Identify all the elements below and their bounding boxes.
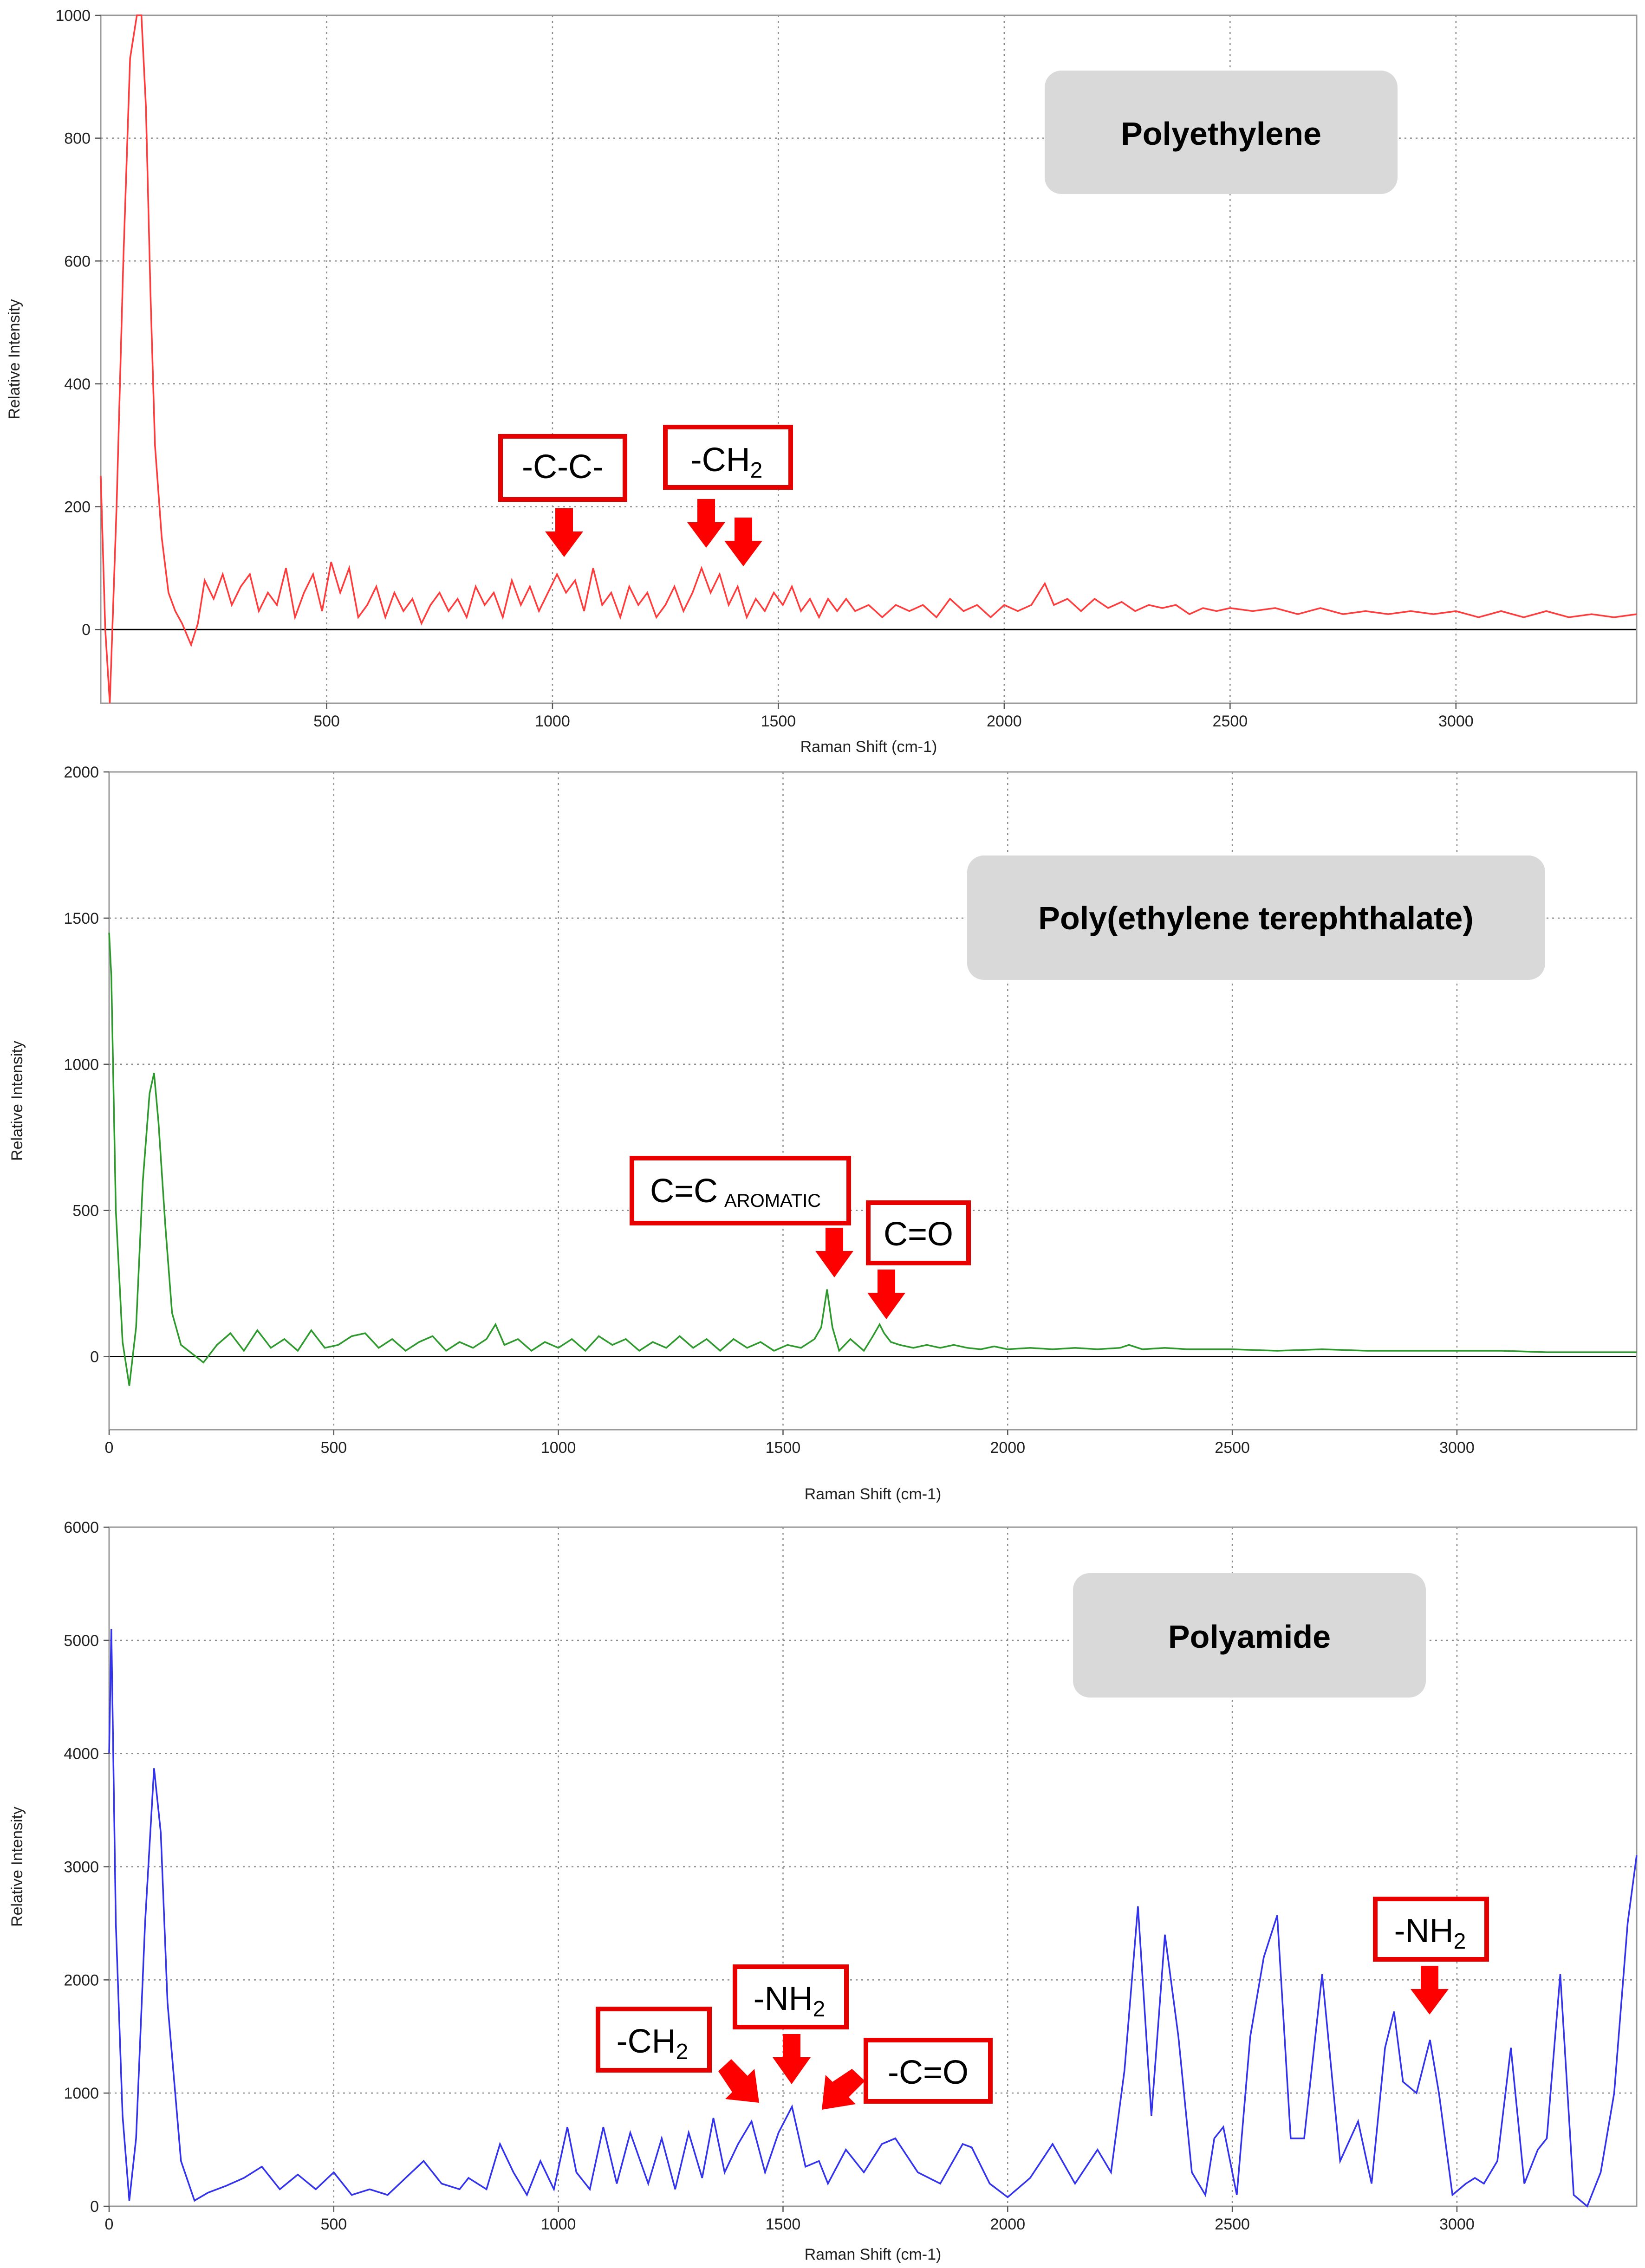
y-tick-label: 400 xyxy=(64,376,91,393)
annotation-label: -NH2 xyxy=(754,1980,826,2022)
x-tick-label: 1000 xyxy=(541,2216,576,2233)
y-tick-label: 200 xyxy=(64,499,91,516)
y-tick-label: 0 xyxy=(90,2198,99,2216)
y-tick-label: 1500 xyxy=(64,910,99,927)
pet-plot-frame xyxy=(108,771,1638,1431)
x-tick-label: 1500 xyxy=(761,713,796,730)
y-tick-label: 5000 xyxy=(64,1632,99,1650)
x-tick-label: 2000 xyxy=(990,1439,1025,1457)
polyethylene-y-axis-label: Relative Intensity xyxy=(6,299,23,420)
x-tick-label: 2000 xyxy=(990,2216,1025,2233)
polyamide-spectrum-line xyxy=(108,1629,1638,2208)
polyethylene-spectrum-line xyxy=(100,14,1637,704)
arrow-down-icon xyxy=(815,1228,853,1277)
x-tick-label: 2500 xyxy=(1213,713,1248,730)
x-tick-label: 1500 xyxy=(766,1439,801,1457)
polyamide-chart: 0 500 1000 1500 2000 2500 3000 0 1000 2000 3000 400… xyxy=(8,1519,1638,2263)
polyamide-title-box: Polyamide xyxy=(1073,1573,1426,1698)
polyethylene-annotation-ch2: -CH2 xyxy=(663,425,793,566)
y-tick-label: 2000 xyxy=(64,764,99,781)
y-tick-label: 3000 xyxy=(64,1859,99,1876)
annotation-label: C=C AROMATIC xyxy=(650,1173,821,1211)
x-tick-label: 500 xyxy=(320,1439,347,1457)
polyethylene-annotation-c-c: -C-C- xyxy=(498,434,627,557)
pet-spectrum-line xyxy=(108,933,1637,1386)
annotation-label: -CH2 xyxy=(617,2023,689,2064)
arrow-down-right-icon xyxy=(718,2059,759,2103)
arrow-down-icon xyxy=(1411,1966,1449,2015)
polyamide-x-axis-label: Raman Shift (cm-1) xyxy=(805,2246,942,2263)
y-tick-label: 1000 xyxy=(55,7,91,25)
polyethylene-plot-frame xyxy=(100,14,1638,704)
pet-y-axis-label: Relative Intensity xyxy=(8,1041,26,1161)
x-tick-label: 3000 xyxy=(1438,713,1474,730)
polyethylene-ticks: 500 1000 1500 2000 2500 3000 0 200 400 600 800 1000 xyxy=(55,7,1473,730)
y-tick-label: 500 xyxy=(72,1202,99,1220)
x-tick-label: 3000 xyxy=(1439,2216,1475,2233)
x-tick-label: 1500 xyxy=(766,2216,801,2233)
polyethylene-x-axis-label: Raman Shift (cm-1) xyxy=(800,738,937,756)
y-tick-label: 4000 xyxy=(64,1745,99,1763)
x-tick-label: 2500 xyxy=(1215,2216,1250,2233)
y-tick-label: 0 xyxy=(90,1348,99,1366)
arrow-down-icon xyxy=(545,508,583,557)
arrow-down-icon xyxy=(867,1270,905,1319)
y-tick-label: 600 xyxy=(64,253,91,270)
polyamide-ticks: 0 500 1000 1500 2000 2500 3000 0 1000 2000 3000 400… xyxy=(64,1519,1474,2233)
arrow-down-left-icon xyxy=(822,2069,865,2110)
arrow-down-icon xyxy=(724,518,762,566)
pet-x-axis-label: Raman Shift (cm-1) xyxy=(805,1485,942,1503)
polyamide-annotation-nh2-high: -NH2 xyxy=(1373,1897,1489,2015)
annotation-label: -CH2 xyxy=(691,441,763,483)
pet-chart: 0 500 1000 1500 2000 2500 3000 0 500 1000 1500 2000… xyxy=(8,764,1638,1503)
x-tick-label: 2500 xyxy=(1215,1439,1250,1457)
annotation-label: -C-C- xyxy=(522,448,604,486)
y-tick-label: 6000 xyxy=(64,1519,99,1536)
pet-annotation-cc-aromatic: C=C AROMATIC xyxy=(630,1156,853,1277)
annotation-label: -NH2 xyxy=(1394,1912,1466,1954)
x-tick-label: 500 xyxy=(313,713,340,730)
x-tick-label: 1000 xyxy=(541,1439,576,1457)
polyamide-annotation-ch2: -CH2 xyxy=(596,2007,759,2103)
polyethylene-title-box: Polyethylene xyxy=(1045,71,1398,194)
polyethylene-chart: 500 1000 1500 2000 2500 3000 0 200 400 600 800 1000… xyxy=(6,7,1638,756)
y-tick-label: 2000 xyxy=(64,1971,99,1989)
pet-title-box: Poly(ethylene terephthalate) xyxy=(967,855,1545,980)
x-tick-label: 1000 xyxy=(535,713,570,730)
polyamide-chart-title: Polyamide xyxy=(1168,1619,1331,1655)
x-tick-label: 2000 xyxy=(987,713,1022,730)
y-tick-label: 800 xyxy=(64,130,91,148)
annotation-label: -C=O xyxy=(888,2054,969,2091)
x-tick-label: 500 xyxy=(320,2216,347,2233)
pet-annotation-co: C=O xyxy=(866,1200,971,1319)
annotation-label: C=O xyxy=(884,1216,953,1253)
arrow-down-icon xyxy=(773,2034,811,2084)
polyamide-annotation-nh2: -NH2 xyxy=(733,1964,849,2084)
polyamide-y-axis-label: Relative Intensity xyxy=(8,1807,26,1927)
polyamide-annotation-co: -C=O xyxy=(822,2038,993,2110)
pet-chart-title: Poly(ethylene terephthalate) xyxy=(1038,900,1473,936)
y-tick-label: 0 xyxy=(82,621,91,639)
x-tick-label: 3000 xyxy=(1439,1439,1475,1457)
y-tick-label: 1000 xyxy=(64,1056,99,1074)
pet-ticks: 0 500 1000 1500 2000 2500 3000 0 500 1000 1500 2000 xyxy=(64,764,1474,1457)
x-tick-label: 0 xyxy=(105,1439,114,1457)
polyethylene-grid xyxy=(101,14,1637,703)
x-tick-label: 0 xyxy=(105,2216,114,2233)
polyethylene-chart-title: Polyethylene xyxy=(1121,116,1321,152)
arrow-down-icon xyxy=(687,499,725,548)
y-tick-label: 1000 xyxy=(64,2085,99,2102)
